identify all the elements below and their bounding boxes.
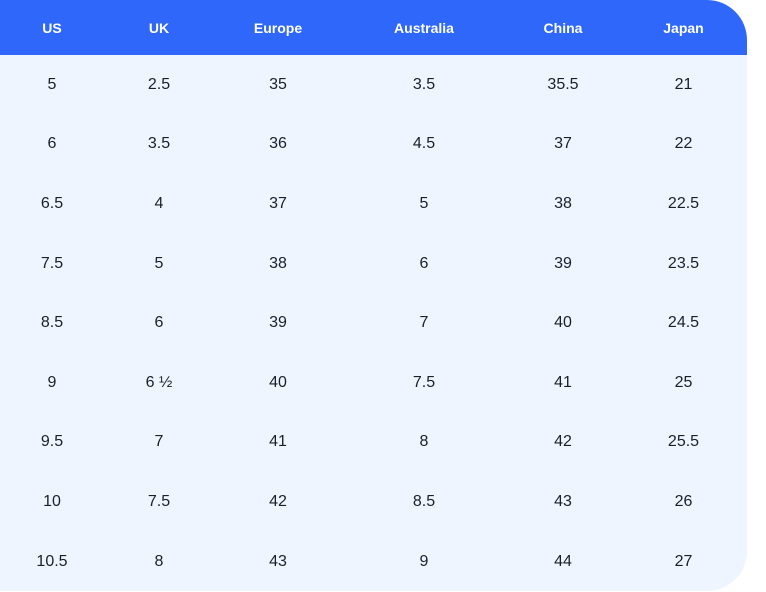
table-cell: 39 xyxy=(269,314,287,332)
table-cell: 6 ½ xyxy=(145,373,173,391)
table-cell: 38 xyxy=(269,254,287,272)
table-cell: 3.5 xyxy=(147,135,171,153)
table-cell: 22 xyxy=(674,135,693,153)
table-cell: 9 xyxy=(47,373,57,391)
table-cell: 7 xyxy=(154,433,164,451)
table-cell: 8.5 xyxy=(412,492,436,510)
table-cell: 25 xyxy=(674,373,693,391)
table-row: 10.5 8 43 9 44 27 xyxy=(0,532,747,591)
table-cell: 6.5 xyxy=(40,194,64,212)
table-cell: 8.5 xyxy=(40,314,64,332)
table-cell: 3.5 xyxy=(412,75,436,93)
table-cell: 43 xyxy=(554,492,572,510)
table-cell: 9.5 xyxy=(40,433,64,451)
table-cell: 40 xyxy=(554,314,572,332)
table-cell: 21 xyxy=(674,75,693,93)
table-cell: 38 xyxy=(554,194,572,212)
table-cell: 41 xyxy=(269,433,287,451)
table-cell: 7.5 xyxy=(147,492,171,510)
table-row: 5 2.5 35 3.5 35.5 21 xyxy=(0,55,747,115)
table-header: US UK Europe Australia China Japan xyxy=(0,0,747,55)
table-cell: 7.5 xyxy=(412,373,436,391)
table-cell: 6 xyxy=(47,135,57,153)
table-row: 9.5 7 41 8 42 25.5 xyxy=(0,413,747,473)
table-cell: 8 xyxy=(419,433,429,451)
header-cell: Japan xyxy=(663,19,704,36)
table-cell: 8 xyxy=(154,552,164,570)
table-cell: 25.5 xyxy=(667,433,700,451)
table-cell: 2.5 xyxy=(147,75,171,93)
table-cell: 43 xyxy=(269,552,287,570)
table-cell: 6 xyxy=(154,314,164,332)
header-cell: US xyxy=(42,19,62,36)
table-row: 6 3.5 36 4.5 37 22 xyxy=(0,115,747,175)
table-cell: 24.5 xyxy=(667,314,700,332)
table-cell: 4 xyxy=(154,194,164,212)
table-cell: 5 xyxy=(419,194,429,212)
table-row: 6.5 4 37 5 38 22.5 xyxy=(0,174,747,234)
table-cell: 5 xyxy=(47,75,57,93)
table-cell: 35.5 xyxy=(547,75,579,93)
size-table: US UK Europe Australia China Japan 5 2.5 35 3.5 35… xyxy=(0,0,747,591)
table-cell: 37 xyxy=(269,194,287,212)
table-cell: 42 xyxy=(554,433,572,451)
table-row: 10 7.5 42 8.5 43 26 xyxy=(0,472,747,532)
table-cell: 39 xyxy=(554,254,572,272)
table-cell: 23.5 xyxy=(667,254,700,272)
table-cell: 7.5 xyxy=(40,254,64,272)
table-cell: 44 xyxy=(554,552,572,570)
table-cell: 6 xyxy=(419,254,429,272)
table-cell: 35 xyxy=(269,75,287,93)
header-cell: UK xyxy=(148,19,170,36)
table-row: 7.5 5 38 6 39 23.5 xyxy=(0,234,747,294)
table-cell: 26 xyxy=(674,492,693,510)
table-cell: 36 xyxy=(269,135,287,153)
table-cell: 7 xyxy=(419,314,429,332)
table-cell: 27 xyxy=(674,552,693,570)
table-cell: 10.5 xyxy=(36,552,68,570)
table-row: 9 6 ½ 40 7.5 41 25 xyxy=(0,353,747,413)
table-cell: 5 xyxy=(154,254,164,272)
table-cell: 10 xyxy=(43,492,61,510)
table-cell: 37 xyxy=(554,135,572,153)
table-cell: 41 xyxy=(554,373,572,391)
table-cell: 40 xyxy=(269,373,287,391)
header-cell: Australia xyxy=(394,19,454,36)
table-cell: 22.5 xyxy=(667,194,700,212)
header-cell: Europe xyxy=(253,19,303,36)
table-row: 8.5 6 39 7 40 24.5 xyxy=(0,293,747,353)
header-cell: China xyxy=(543,19,583,36)
table-cell: 42 xyxy=(269,492,287,510)
table-cell: 9 xyxy=(419,552,429,570)
table-cell: 4.5 xyxy=(412,135,436,153)
